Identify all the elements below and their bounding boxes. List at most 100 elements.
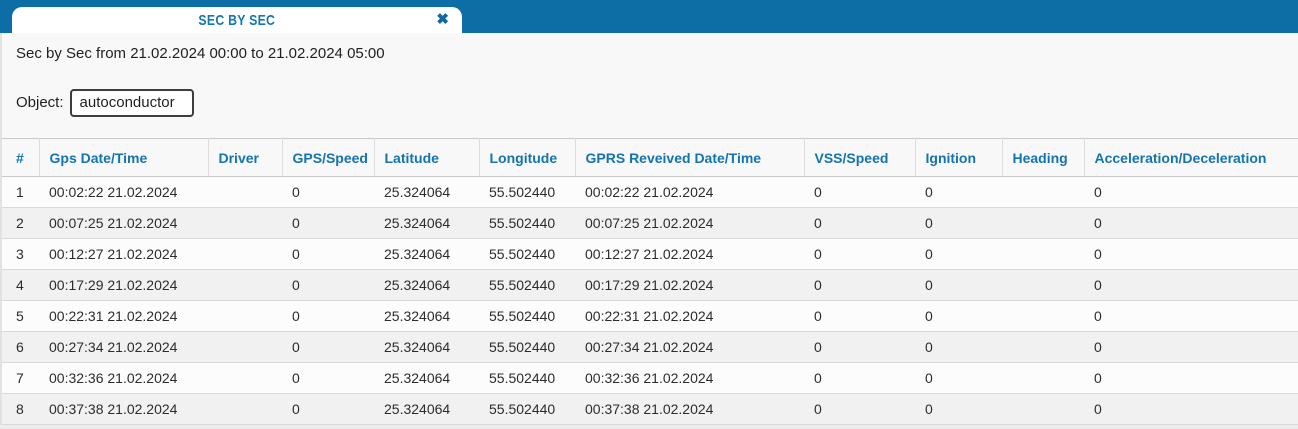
column-header-vss_speed: VSS/Speed: [804, 138, 916, 177]
cell-vss_speed: 0: [814, 401, 822, 417]
cell-heading: [1002, 363, 1084, 394]
table-row: 3 00:12:27 21.02.2024 0 25.324064 55.502440 0…: [2, 238, 1298, 270]
column-header-num: #: [2, 138, 40, 177]
cell-driver: [208, 363, 282, 394]
cell-accel_decel: 0: [1094, 339, 1102, 355]
cell-accel_decel: 0: [1094, 308, 1102, 324]
report-subtitle: Sec by Sec from 21.02.2024 00:00 to 21.0…: [16, 45, 385, 62]
cell-latitude: 25.324064: [384, 277, 451, 293]
object-row: Object:: [16, 88, 1298, 117]
cell-heading: [1002, 394, 1084, 425]
cell-ignition: 0: [925, 246, 933, 262]
cell-gps_speed: 0: [292, 339, 300, 355]
cell-driver: [208, 332, 282, 363]
cell-accel_decel: 0: [1094, 370, 1102, 386]
cell-latitude: 25.324064: [384, 308, 451, 324]
cell-driver: [208, 394, 282, 425]
cell-gps_speed: 0: [292, 370, 300, 386]
table-body: 1 00:02:22 21.02.2024 0 25.324064 55.502440 0…: [2, 176, 1298, 425]
table-row: 6 00:27:34 21.02.2024 0 25.324064 55.502440 0…: [2, 331, 1298, 363]
cell-heading: [1002, 301, 1084, 332]
cell-gprs_received_datetime: 00:37:38 21.02.2024: [585, 401, 714, 417]
cell-latitude: 25.324064: [384, 401, 451, 417]
cell-driver: [208, 301, 282, 332]
cell-num: 1: [16, 184, 24, 200]
cell-gps_datetime: 00:07:25 21.02.2024: [49, 215, 178, 231]
cell-gprs_received_datetime: 00:27:34 21.02.2024: [585, 339, 714, 355]
cell-num: 5: [16, 308, 24, 324]
cell-gprs_received_datetime: 00:22:31 21.02.2024: [585, 308, 714, 324]
table-row: 1 00:02:22 21.02.2024 0 25.324064 55.502440 0…: [2, 176, 1298, 208]
column-header-gprs_received_datetime: GPRS Reveived Date/Time: [575, 138, 805, 177]
cell-num: 7: [16, 370, 24, 386]
column-header-gps_datetime: Gps Date/Time: [39, 138, 209, 177]
cell-driver: [208, 208, 282, 239]
object-label: Object:: [16, 94, 64, 111]
cell-longitude: 55.502440: [489, 370, 556, 386]
cell-gps_speed: 0: [292, 246, 300, 262]
cell-num: 6: [16, 339, 24, 355]
cell-heading: [1002, 208, 1084, 239]
cell-gps_speed: 0: [292, 277, 300, 293]
cell-ignition: 0: [925, 370, 933, 386]
table-row: 7 00:32:36 21.02.2024 0 25.324064 55.502440 0…: [2, 362, 1298, 394]
cell-accel_decel: 0: [1094, 246, 1102, 262]
tab-title: SEC BY SEC: [198, 11, 276, 29]
cell-gps_speed: 0: [292, 401, 300, 417]
cell-vss_speed: 0: [814, 184, 822, 200]
cell-longitude: 55.502440: [489, 401, 556, 417]
table-row: 8 00:37:38 21.02.2024 0 25.324064 55.502440 0…: [2, 393, 1298, 425]
cell-num: 2: [16, 215, 24, 231]
cell-ignition: 0: [925, 184, 933, 200]
cell-driver: [208, 270, 282, 301]
cell-gps_datetime: 00:22:31 21.02.2024: [49, 308, 178, 324]
cell-ignition: 0: [925, 308, 933, 324]
cell-accel_decel: 0: [1094, 401, 1102, 417]
column-header-accel_decel: Acceleration/Deceleration: [1084, 138, 1298, 177]
sec-by-sec-table: # Gps Date/Time Driver GPS/Speed Latitude Lon…: [2, 138, 1298, 425]
bottom-strip: [0, 425, 1298, 429]
table-header: # Gps Date/Time Driver GPS/Speed Latitude Lon…: [2, 138, 1298, 177]
cell-gps_speed: 0: [292, 308, 300, 324]
table-header-row: # Gps Date/Time Driver GPS/Speed Latitude Lon…: [2, 138, 1298, 177]
cell-gps_datetime: 00:12:27 21.02.2024: [49, 246, 178, 262]
cell-longitude: 55.502440: [489, 277, 556, 293]
cell-gprs_received_datetime: 00:12:27 21.02.2024: [585, 246, 714, 262]
cell-gprs_received_datetime: 00:17:29 21.02.2024: [585, 277, 714, 293]
close-icon[interactable]: ✖: [436, 11, 449, 29]
cell-heading: [1002, 177, 1084, 208]
cell-gps_datetime: 00:17:29 21.02.2024: [49, 277, 178, 293]
cell-latitude: 25.324064: [384, 246, 451, 262]
cell-longitude: 55.502440: [489, 339, 556, 355]
tab-bar: SEC BY SEC ✖: [0, 0, 1298, 33]
cell-gps_datetime: 00:02:22 21.02.2024: [49, 184, 178, 200]
column-header-longitude: Longitude: [479, 138, 576, 177]
column-header-heading: Heading: [1002, 138, 1085, 177]
cell-longitude: 55.502440: [489, 308, 556, 324]
column-header-driver: Driver: [208, 138, 283, 177]
cell-ignition: 0: [925, 215, 933, 231]
cell-gps_datetime: 00:32:36 21.02.2024: [49, 370, 178, 386]
cell-vss_speed: 0: [814, 370, 822, 386]
cell-vss_speed: 0: [814, 339, 822, 355]
cell-latitude: 25.324064: [384, 184, 451, 200]
tab-sec-by-sec[interactable]: SEC BY SEC ✖: [12, 7, 462, 33]
cell-gps_speed: 0: [292, 215, 300, 231]
cell-driver: [208, 177, 282, 208]
cell-latitude: 25.324064: [384, 370, 451, 386]
table-row: 4 00:17:29 21.02.2024 0 25.324064 55.502440 0…: [2, 269, 1298, 301]
cell-longitude: 55.502440: [489, 184, 556, 200]
cell-vss_speed: 0: [814, 215, 822, 231]
cell-heading: [1002, 239, 1084, 270]
cell-longitude: 55.502440: [489, 246, 556, 262]
object-input[interactable]: [69, 88, 194, 117]
cell-heading: [1002, 270, 1084, 301]
cell-accel_decel: 0: [1094, 215, 1102, 231]
cell-accel_decel: 0: [1094, 277, 1102, 293]
cell-num: 4: [16, 277, 24, 293]
column-header-gps_speed: GPS/Speed: [282, 138, 375, 177]
cell-gps_datetime: 00:37:38 21.02.2024: [49, 401, 178, 417]
column-header-latitude: Latitude: [374, 138, 480, 177]
cell-gps_speed: 0: [292, 184, 300, 200]
